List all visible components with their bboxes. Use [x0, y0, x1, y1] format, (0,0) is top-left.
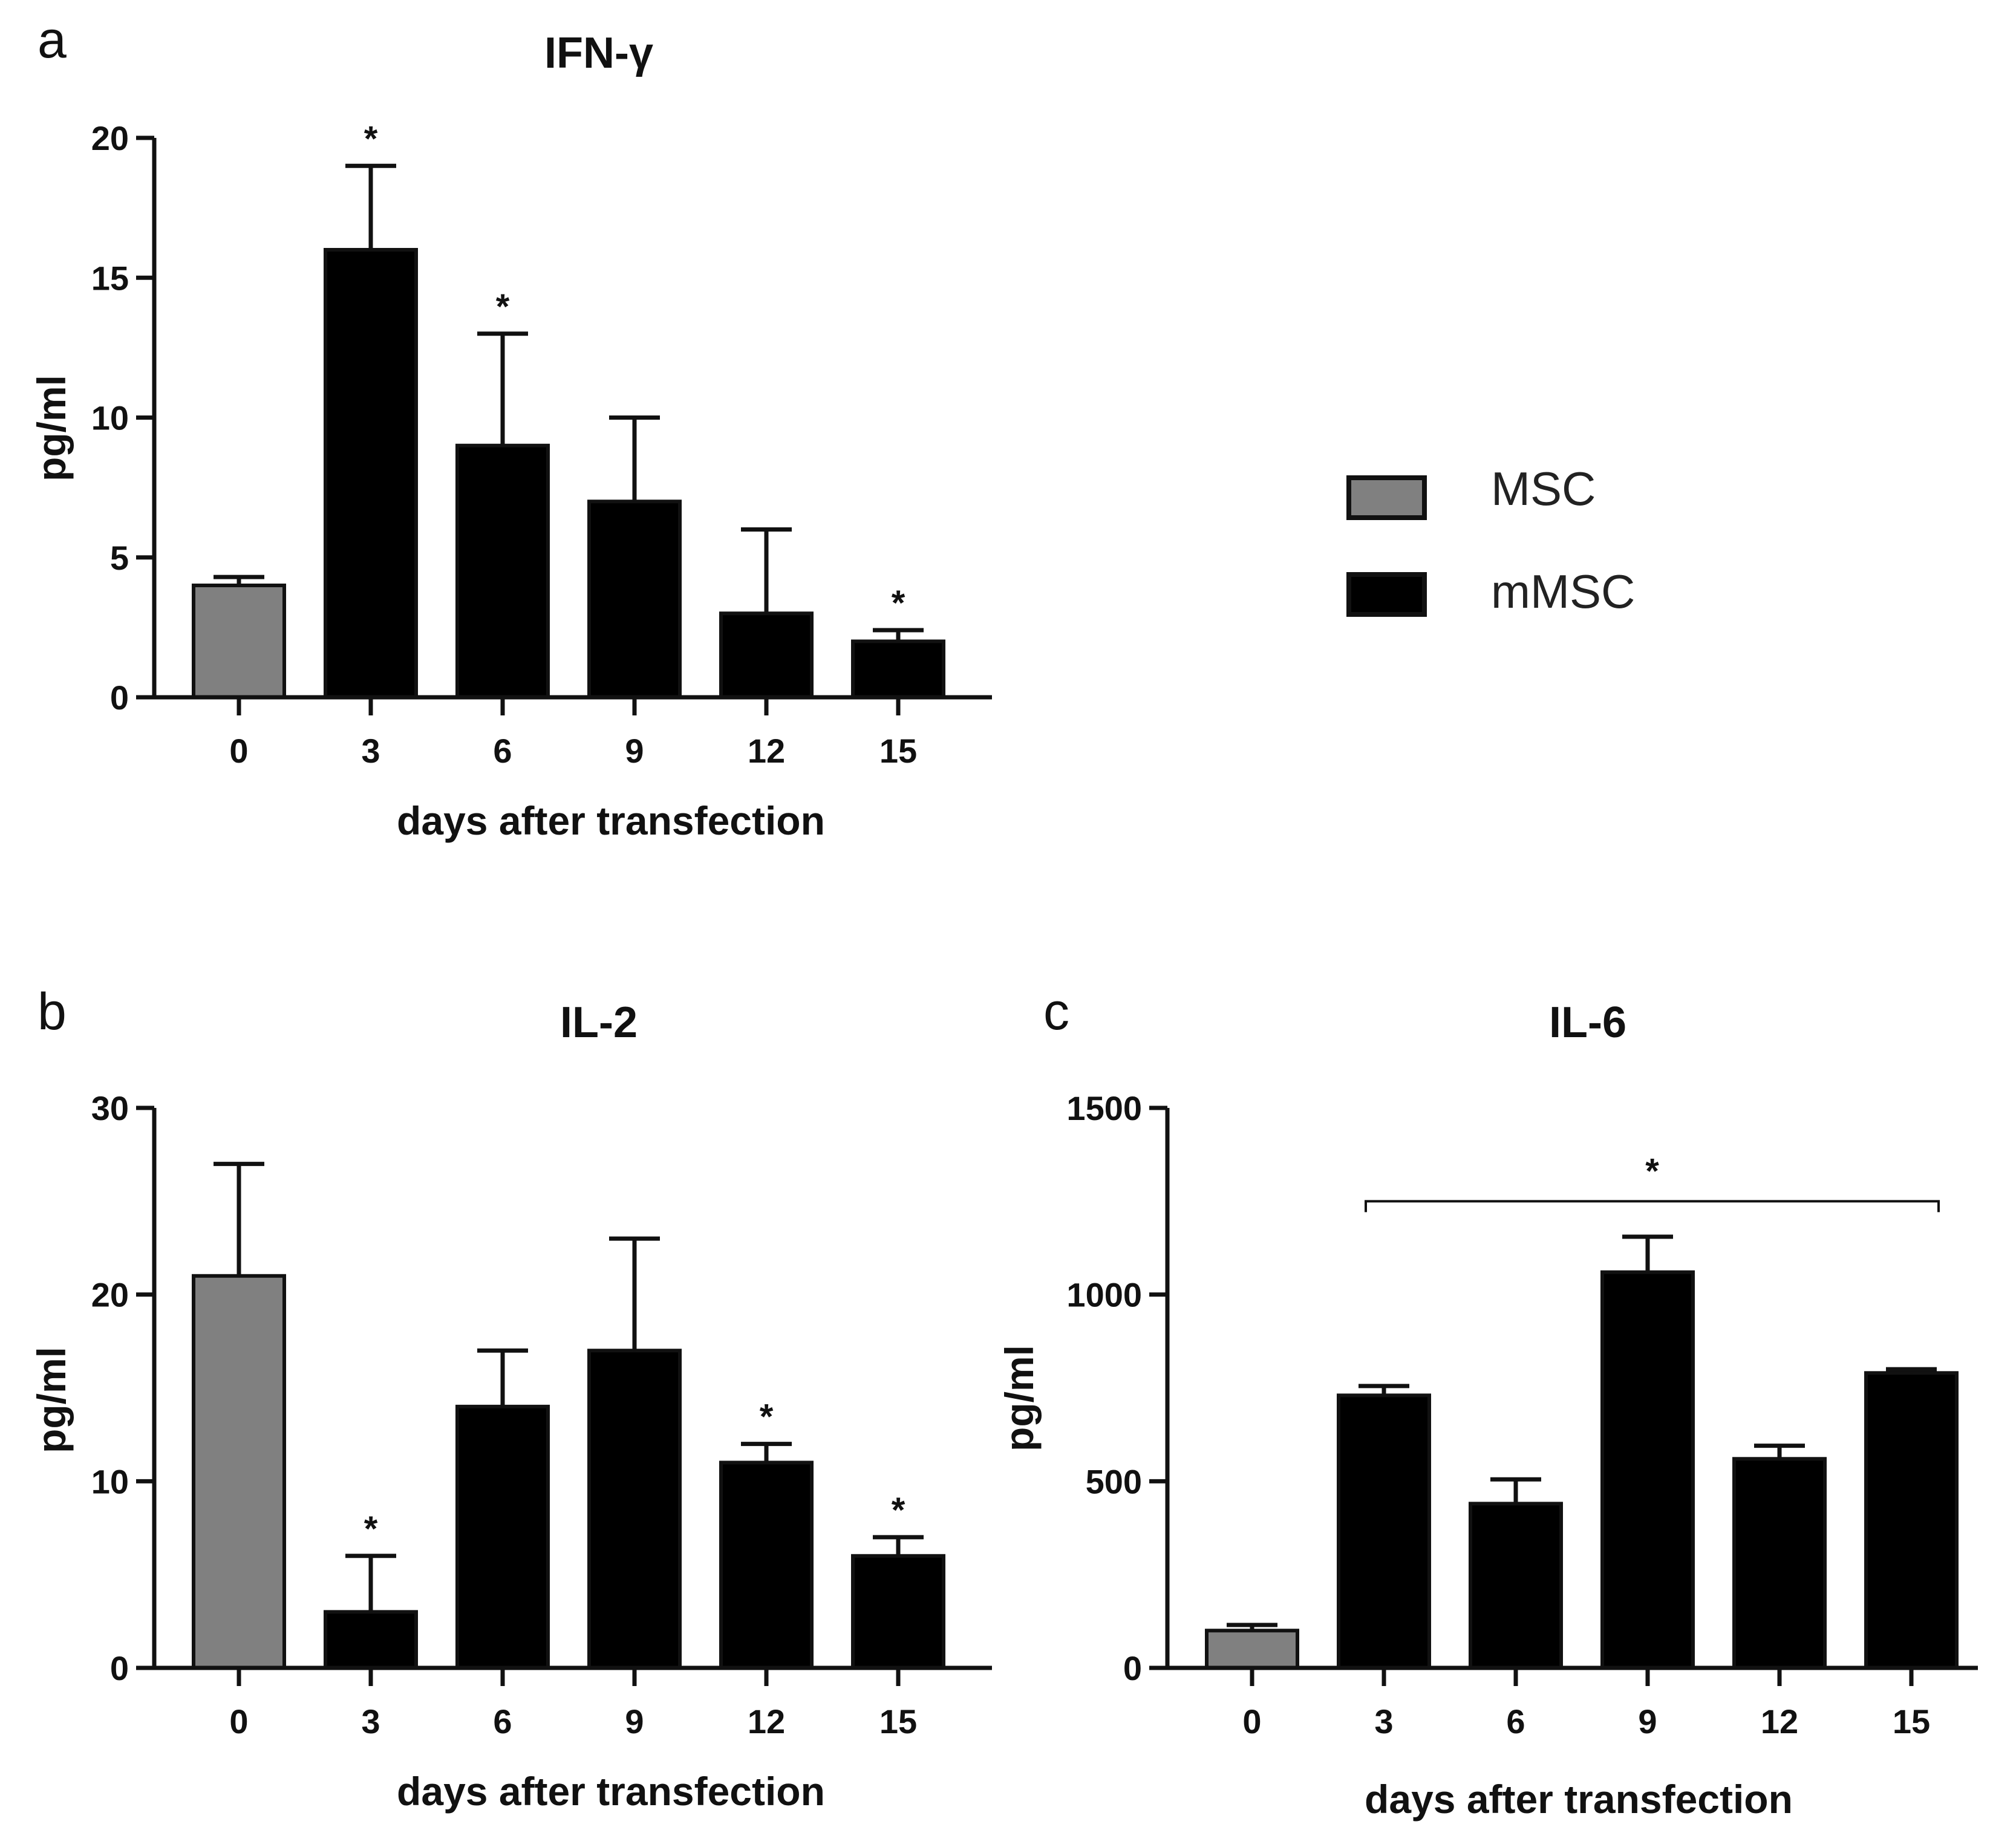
legend-swatch-msc [1346, 475, 1427, 520]
error-bars-c [1227, 1234, 1937, 1631]
y-tick-label-0: 0 [110, 1649, 129, 1687]
y-tick-label-1500: 1500 [1066, 1089, 1142, 1127]
significance-star-day-15: * [892, 1491, 905, 1530]
y-tick-label-30: 30 [91, 1089, 129, 1127]
bar-ifn--day-3 [324, 248, 418, 699]
x-tick-label-6: 6 [493, 732, 512, 770]
significance-stars-a: * * * [364, 119, 905, 623]
legend-swatch-mmsc [1346, 572, 1427, 617]
significance-stars-b: * * * [364, 1398, 905, 1549]
bar-ifn--day-0 [192, 584, 286, 699]
error-bars-b [214, 1162, 924, 1612]
significance-star-day-15: * [892, 584, 905, 623]
legend-label-mmsc: mMSC [1491, 565, 1635, 618]
x-tick-label-3: 3 [361, 1702, 380, 1740]
bar-il-2-day-3 [324, 1610, 418, 1670]
y-tick-label-15: 15 [91, 259, 129, 297]
y-ticks-b: 0 10 20 30 [91, 1089, 154, 1687]
x-tick-label-9: 9 [1638, 1702, 1657, 1740]
y-tick-label-0: 0 [1123, 1649, 1142, 1687]
bar-ifn--day-12 [719, 611, 814, 699]
bar-il-2-day-9 [587, 1349, 682, 1670]
y-tick-label-10: 10 [91, 1462, 129, 1500]
bars-c [1205, 1270, 1959, 1670]
y-tick-label-500: 500 [1086, 1462, 1142, 1500]
panel-letter-a: a [38, 11, 67, 69]
x-tick-label-0: 0 [229, 1702, 248, 1740]
x-tick-label-12: 12 [1761, 1702, 1798, 1740]
x-tick-label-0: 0 [1242, 1702, 1261, 1740]
y-tick-label-20: 20 [91, 119, 129, 157]
x-tick-label-9: 9 [625, 732, 644, 770]
x-ticks-c: 0 3 6 9 12 15 [1242, 1668, 1930, 1740]
x-tick-label-6: 6 [493, 1702, 512, 1740]
y-axis-title-b: pg/ml [29, 1347, 74, 1453]
x-tick-label-15: 15 [879, 1702, 917, 1740]
y-tick-label-1000: 1000 [1066, 1276, 1142, 1314]
significance-bracket-star: * [1645, 1151, 1659, 1191]
x-tick-label-6: 6 [1506, 1702, 1525, 1740]
x-tick-label-0: 0 [229, 732, 248, 770]
bars-a [192, 248, 945, 699]
significance-star-day-12: * [760, 1398, 774, 1437]
chart-title-a: IFN-γ [544, 29, 653, 77]
chart-title-c: IL-6 [1549, 998, 1626, 1047]
significance-star-day-6: * [496, 287, 510, 327]
panel-letter-c: c [1043, 983, 1069, 1041]
legend-label-msc: MSC [1491, 462, 1596, 515]
y-ticks-a: 0 5 10 15 20 [91, 119, 154, 717]
bar-il-2-day-6 [455, 1404, 550, 1670]
y-tick-label-0: 0 [110, 679, 129, 717]
panel-letter-b: b [38, 983, 67, 1041]
x-tick-label-15: 15 [879, 732, 917, 770]
x-tick-label-9: 9 [625, 1702, 644, 1740]
x-tick-label-15: 15 [1893, 1702, 1930, 1740]
bar-il-6-day-0 [1205, 1629, 1299, 1670]
bar-il-6-day-12 [1732, 1457, 1827, 1670]
panel-a-ifn-gamma-chart: a IFN-γ pg/ml days after transfection **… [29, 11, 992, 843]
significance-star-day-3: * [364, 119, 378, 158]
x-axis-title-a: days after transfection [397, 798, 825, 843]
y-tick-label-20: 20 [91, 1276, 129, 1314]
bar-il-6-day-3 [1337, 1393, 1431, 1670]
axes-c [1165, 1108, 1978, 1670]
bar-il-2-day-12 [719, 1460, 814, 1670]
axes-b [152, 1108, 992, 1670]
significance-bracket-line [1365, 1200, 1940, 1213]
panel-c-il-6-chart: c IL-6 pg/ml days after transfection * 0… [997, 983, 1978, 1822]
error-bars-a [214, 163, 924, 642]
bar-ifn--day-6 [455, 443, 550, 699]
bar-il-6-day-9 [1600, 1270, 1695, 1670]
bar-ifn--day-15 [851, 639, 945, 699]
x-ticks-a: 0 3 6 9 12 15 [229, 697, 917, 770]
bar-il-6-day-15 [1864, 1371, 1959, 1670]
y-axis-title-c: pg/ml [997, 1345, 1042, 1451]
significance-star-day-3: * [364, 1509, 378, 1549]
panel-b-il-2-chart: b IL-2 pg/ml days after transfection ***… [29, 983, 992, 1814]
y-tick-label-5: 5 [110, 539, 129, 577]
bar-il-6-day-6 [1469, 1502, 1563, 1670]
x-tick-label-12: 12 [748, 1702, 785, 1740]
chart-title-b: IL-2 [560, 998, 638, 1047]
significance-bracket-c: * [1365, 1151, 1940, 1213]
y-tick-label-10: 10 [91, 399, 129, 437]
x-axis-title-c: days after transfection [1365, 1777, 1793, 1822]
x-tick-label-12: 12 [748, 732, 785, 770]
bar-il-2-day-0 [192, 1274, 286, 1670]
bar-ifn--day-9 [587, 500, 682, 699]
y-axis-title-a: pg/ml [29, 375, 74, 481]
x-axis-title-b: days after transfection [397, 1769, 825, 1814]
x-tick-label-3: 3 [1374, 1702, 1393, 1740]
bar-il-2-day-15 [851, 1554, 945, 1670]
x-tick-label-3: 3 [361, 732, 380, 770]
bars-b [192, 1274, 945, 1670]
y-ticks-c: 0 500 1000 1500 [1066, 1089, 1167, 1687]
x-ticks-b: 0 3 6 9 12 15 [229, 1668, 917, 1740]
legend: MSC mMSC [1346, 462, 1635, 618]
